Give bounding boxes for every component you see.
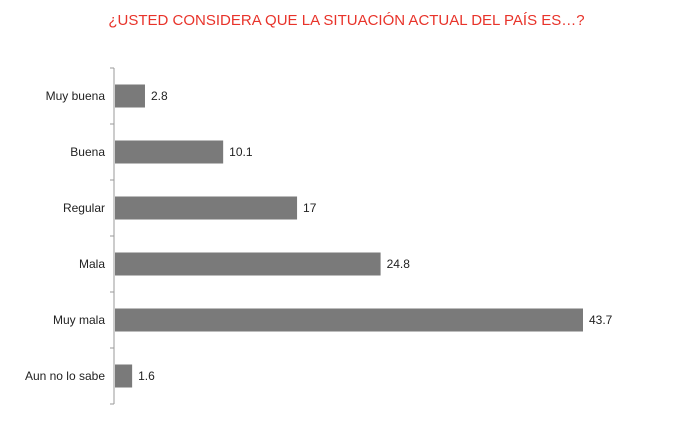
bars-layer [115, 84, 583, 388]
category-label: Muy buena [46, 89, 106, 103]
value-label: 24.8 [387, 257, 411, 271]
category-label: Regular [63, 201, 105, 215]
value-label: 10.1 [229, 145, 253, 159]
value-label: 2.8 [151, 89, 168, 103]
bar [115, 84, 145, 108]
category-label: Aun no lo sabe [25, 369, 105, 383]
bar [115, 308, 583, 332]
value-label: 1.6 [138, 369, 155, 383]
labels-layer: Muy buena 2.8 Buena 10.1 Regular 17 Mala 24.8 Mu… [25, 89, 613, 383]
chart-title: ¿USTED CONSIDERA QUE LA SITUACIÓN ACTUAL… [108, 12, 585, 29]
bar [115, 196, 298, 220]
category-label: Mala [79, 257, 105, 271]
category-label: Buena [70, 145, 105, 159]
bar [115, 252, 381, 276]
axis-layer [110, 67, 115, 405]
value-label: 43.7 [589, 313, 613, 327]
category-label: Muy mala [53, 313, 105, 327]
bar [115, 364, 133, 388]
bar [115, 140, 224, 164]
value-label: 17 [303, 201, 317, 215]
